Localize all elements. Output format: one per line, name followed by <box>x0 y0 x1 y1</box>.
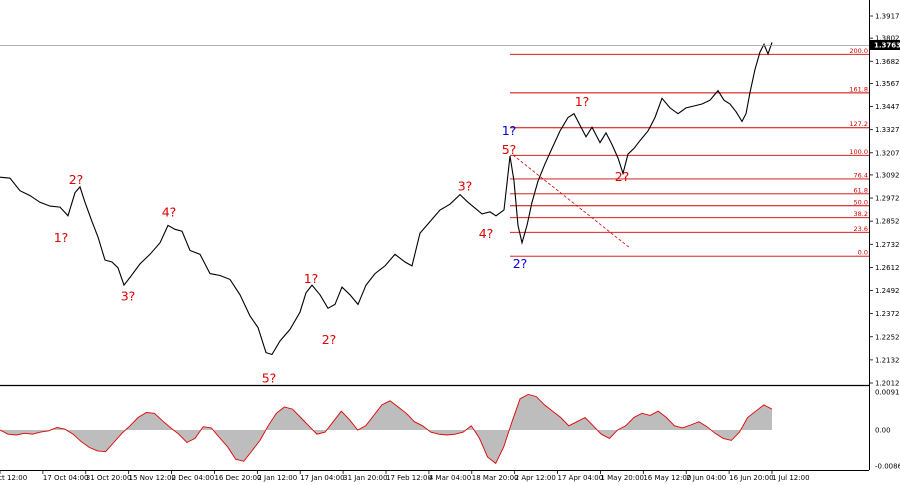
time-tick-label: 4 Mar 04:00 <box>429 474 471 482</box>
wave-label: 4? <box>162 205 177 220</box>
price-tick-label: 1.2732 <box>875 241 900 249</box>
price-tick-label: 1.3092 <box>875 171 900 179</box>
oscillator-histogram <box>0 394 772 464</box>
price-tick-label: 1.3447 <box>875 103 900 111</box>
price-series <box>0 42 773 356</box>
price-tick-label: 1.3567 <box>875 80 900 88</box>
price-tick-label: 1.2372 <box>875 310 900 318</box>
time-tick-label: 2 Apr 12:00 <box>515 474 556 482</box>
time-tick-label: 2 Jan 12:00 <box>257 474 297 482</box>
wave-label: 2? <box>322 332 337 347</box>
time-tick-label: 16 Dec 20:00 <box>214 474 261 482</box>
time-tick-label: 15 Nov 12:00 <box>129 474 176 482</box>
time-tick-label: 3 Oct 12:00 <box>0 474 27 482</box>
price-tick-label: 1.2492 <box>875 287 900 295</box>
price-tick-label: 1.3682 <box>875 58 900 66</box>
fib-level-label: 200.0 <box>849 47 868 55</box>
price-tick-label: 1.2852 <box>875 218 900 226</box>
time-tick-label: 1 Jul 12:00 <box>772 474 810 482</box>
time-tick-label: 17 Feb 12:00 <box>386 474 432 482</box>
wave-label: 3? <box>121 289 136 304</box>
wave-label: 1? <box>54 230 69 245</box>
fibonacci-levels: 200.0 161.8 127.2 100.0 76.4 61.8 50.0 38.2 23.6… <box>510 47 869 257</box>
wave-label: 2? <box>615 169 630 184</box>
fib-level-label: 0.0 <box>858 249 868 257</box>
price-tick-label: 1.2132 <box>875 356 900 364</box>
time-tick-label: 17 Apr 04:00 <box>558 474 604 482</box>
price-tick-label: 1.3207 <box>875 149 900 157</box>
wave-label: 5? <box>502 142 517 157</box>
oscillator-tick-label: -0.00862 <box>875 463 900 471</box>
wave-label: 1? <box>502 123 517 138</box>
price-axis: 1.3917 1.3802 1.3682 1.3567 1.3447 1.3327 1.32… <box>869 13 900 388</box>
oscillator-tick-label: 0.00 <box>875 427 891 435</box>
oscillator-tick-label: 0.0091 <box>875 389 900 397</box>
time-tick-label: 18 Mar 20:00 <box>472 474 519 482</box>
fib-level-label: 76.4 <box>854 171 868 179</box>
price-tick-label: 1.2612 <box>875 264 900 272</box>
price-tick-label: 1.3327 <box>875 126 900 134</box>
time-tick-label: 2 Dec 04:00 <box>172 474 215 482</box>
fib-level-label: 161.8 <box>849 85 868 93</box>
wave-label: 5? <box>262 371 277 386</box>
wave-label: 2? <box>513 256 528 271</box>
wave-label: 4? <box>479 226 494 241</box>
fib-level-label: 23.6 <box>854 225 868 233</box>
fib-level-label: 50.0 <box>854 198 868 206</box>
price-tick-label: 1.2012 <box>875 380 900 388</box>
oscillator-panel: 0.0091 0.00 -0.00862 <box>0 389 900 471</box>
time-tick-label: 31 Jan 20:00 <box>343 474 387 482</box>
current-price-box <box>870 40 900 50</box>
wave-label: 2? <box>69 172 84 187</box>
time-tick-label: 17 Jan 04:00 <box>300 474 344 482</box>
oscillator-signal-line <box>0 394 773 465</box>
time-tick-label: 16 May 12:00 <box>643 474 691 482</box>
wave-labels: 2? 1? 4? 3? 5? 1? 2? 3? 4? 1? 5? 2? 1? 2? <box>54 94 630 386</box>
price-tick-label: 1.2252 <box>875 333 900 341</box>
wave-label: 3? <box>458 179 473 194</box>
fib-level-label: 100.0 <box>849 148 868 156</box>
fib-level-label: 127.2 <box>849 120 868 128</box>
time-tick-label: 31 Oct 20:00 <box>86 474 132 482</box>
fib-level-label: 38.2 <box>854 210 868 218</box>
price-tick-label: 1.3802 <box>875 35 900 43</box>
price-tick-label: 1.2972 <box>875 195 900 203</box>
fib-level-label: 61.8 <box>854 186 868 194</box>
wave-label: 1? <box>575 94 590 109</box>
wave-label: 1? <box>304 271 319 286</box>
time-tick-label: 2 Jun 04:00 <box>686 474 726 482</box>
time-tick-label: 17 Oct 04:00 <box>43 474 89 482</box>
price-tick-label: 1.3917 <box>875 13 900 21</box>
time-tick-label: 1 May 20:00 <box>600 474 644 482</box>
current-price-label: 1.3763 <box>874 42 900 50</box>
time-tick-label: 16 Jun 20:00 <box>729 474 773 482</box>
